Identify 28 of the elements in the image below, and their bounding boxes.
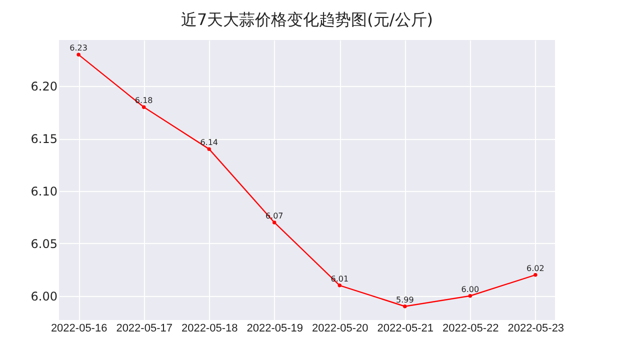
y-tick-label: 6.20	[30, 80, 58, 94]
point	[142, 105, 146, 109]
point	[534, 273, 538, 277]
x-tick-label: 2022-05-17	[116, 322, 172, 334]
chart-title: 近7天大蒜价格变化趋势图(元/公斤)	[180, 10, 434, 29]
x-tick-label: 2022-05-19	[246, 322, 304, 334]
data-label: 6.14	[200, 138, 218, 148]
point	[338, 284, 342, 288]
point	[76, 52, 80, 57]
x-tick-label: 2022-05-20	[312, 322, 368, 334]
point	[403, 304, 407, 308]
data-label: 5.99	[396, 295, 414, 304]
data-label: 6.23	[70, 44, 88, 53]
x-tick-label: 2022-05-22	[442, 322, 499, 334]
x-tick-label: 2022-05-18	[181, 322, 238, 334]
point	[207, 147, 211, 151]
y-tick-label: 6.10	[30, 184, 58, 199]
x-tick-label: 2022-05-16	[50, 322, 108, 334]
data-label: 6.00	[461, 284, 480, 294]
point	[468, 294, 472, 298]
y-tick-label: 6.00	[30, 289, 58, 304]
y-tick-label: 6.15	[30, 132, 58, 146]
point	[272, 220, 276, 224]
data-label: 6.18	[134, 96, 153, 106]
y-tick-label: 6.05	[30, 236, 58, 251]
data-label: 6.02	[526, 264, 544, 273]
x-tick-label: 2022-05-23	[508, 322, 564, 334]
x-tick-label: 2022-05-21	[377, 322, 434, 334]
